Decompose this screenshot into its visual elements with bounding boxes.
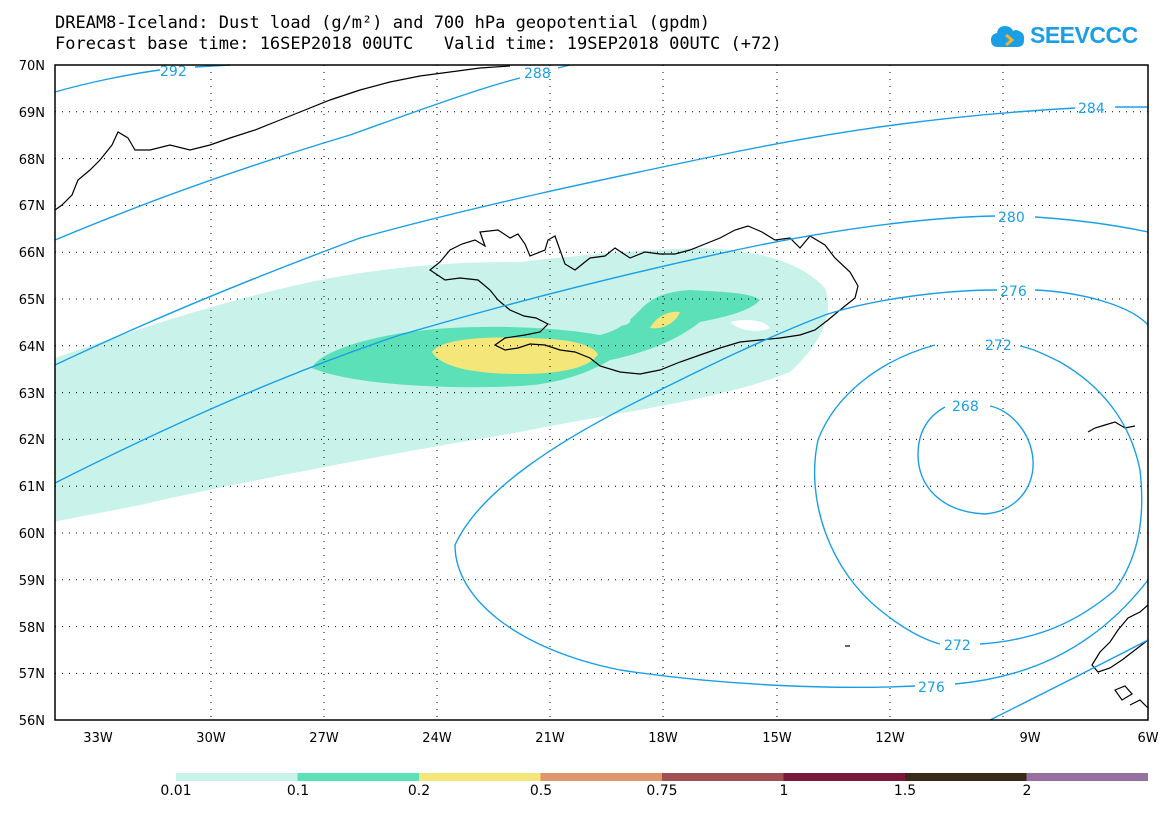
map-frame [54,64,1149,721]
graticule [55,65,1148,720]
contour-labels: 292 288 284 280 276 272 268 272 276 [160,64,1105,696]
colorbar-label: 1.5 [893,783,917,799]
colorbar-label: 0.75 [646,783,678,799]
contour-label-292: 292 [160,64,187,80]
scotland-coast-b [1114,685,1133,701]
contour-label-276: 276 [1000,284,1027,300]
colorbar [176,773,1148,781]
coastlines [54,65,1149,709]
geopotential-contours [54,64,1149,721]
scotland-coast [1091,604,1149,673]
colorbar-swatch [540,773,662,781]
contour-label-272b: 272 [944,638,971,654]
colorbar-label: 0.2 [407,783,431,799]
faroe-coast [1087,421,1136,433]
contour-label-288: 288 [524,66,551,82]
contour-label-272: 272 [985,338,1012,354]
contour-272 [813,344,1143,645]
lat-label: 70N [19,59,45,74]
lat-label: 68N [19,153,45,168]
greenland-coast [54,65,511,211]
contour-284 [54,106,1148,366]
scotland-coast-c [1129,699,1149,709]
dust-gap2 [730,320,770,331]
lon-label: 15W [762,731,792,746]
lat-label: 62N [19,433,45,448]
lat-label: 60N [19,527,45,542]
contour-288 [54,64,571,241]
contour-276 [454,289,1149,721]
colorbar-label: 0.1 [286,783,310,799]
lat-label: 57N [19,667,45,682]
colorbar-label: 0.5 [529,783,553,799]
colorbar-swatch [176,773,298,781]
logo-text: SEEVCCC [1030,22,1138,48]
map-title: DREAM8-Iceland: Dust load (g/m²) and 700… [55,13,711,33]
lon-label: 9W [1019,731,1040,746]
lat-label: 67N [19,199,45,214]
lon-label: 6W [1137,731,1158,746]
lat-label: 64N [19,340,45,355]
dust-area-0.2 [432,337,598,374]
colorbar-label: 0.01 [160,783,192,799]
contour-label-276b: 276 [918,680,945,696]
lon-label: 33W [83,731,113,746]
lat-label: 69N [19,106,45,121]
lon-label: 12W [875,731,905,746]
colorbar-swatch [419,773,541,781]
dust-area-0.2b [650,311,680,329]
contour-268 [917,405,1034,515]
contour-label-268: 268 [952,399,979,415]
colorbar-label: 1 [779,783,789,799]
seevccc-logo: SEEVCCC [990,22,1138,49]
lat-label: 61N [19,480,45,495]
contour-label-280: 280 [998,210,1025,226]
colorbar-label: 2 [1022,783,1032,799]
dust-layer [55,248,829,522]
contour-label-284: 284 [1078,101,1105,117]
iceland-coast [428,225,859,375]
colorbar-swatch [297,773,419,781]
dust-gap [612,314,631,326]
cloud-icon [991,25,1025,47]
lon-label: 21W [535,731,565,746]
lat-label: 63N [19,387,45,402]
colorbar-swatch [1026,773,1148,781]
latitude-labels: 70N 69N 68N 67N 66N 65N 64N 63N 62N 61N … [19,59,45,729]
longitude-labels: 33W 30W 27W 24W 21W 18W 15W 12W 9W 6W [83,731,1158,746]
contour-292 [54,64,231,93]
colorbar-swatch [662,773,784,781]
lat-label: 65N [19,293,45,308]
lat-label: 59N [19,574,45,589]
contour-280 [54,215,1149,484]
lon-label: 27W [309,731,339,746]
lat-label: 58N [19,621,45,636]
lat-label: 56N [19,714,45,729]
lon-label: 24W [422,731,452,746]
map-subtitle: Forecast base time: 16SEP2018 00UTC Vali… [55,34,782,54]
lat-label: 66N [19,246,45,261]
colorbar-swatch [905,773,1027,781]
lon-label: 18W [648,731,678,746]
colorbar-swatch [783,773,905,781]
lon-label: 30W [196,731,226,746]
